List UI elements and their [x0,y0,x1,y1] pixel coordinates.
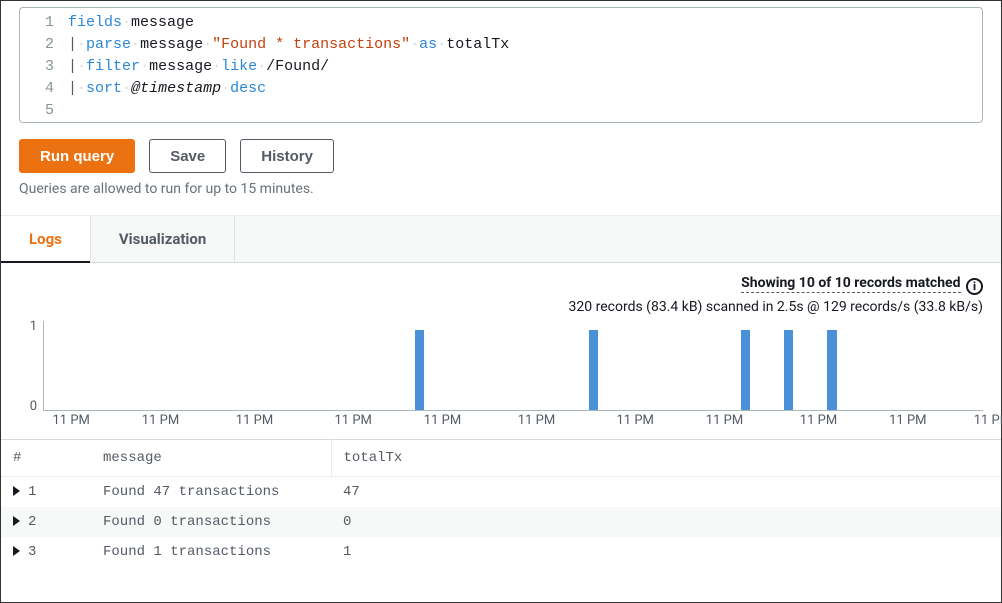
action-bar: Run query Save History [1,123,1001,181]
results-tabs: Logs Visualization [1,215,1001,263]
cell-totaltx: 0 [331,507,1001,537]
cell-message: Found 1 transactions [91,537,331,567]
line-number: 3 [20,56,68,78]
query-editor[interactable]: 1fields·message2|·parse·message·"Found *… [19,7,983,123]
cell-message: Found 47 transactions [91,477,331,508]
info-icon[interactable]: i [966,278,983,295]
row-index: 2 [28,514,36,530]
row-index: 3 [28,544,36,560]
tab-visualization[interactable]: Visualization [91,216,235,262]
x-axis-label: 11 PM [424,413,461,428]
ytick-1: 1 [19,319,37,334]
col-index[interactable]: # [1,440,91,477]
query-hint: Queries are allowed to run for up to 15 … [1,181,1001,215]
histogram-chart: 1 0 11 PM 11 PM 11 PM 11 PM 11 PM 11 PM 11 PM 1… [1,321,1001,439]
col-message[interactable]: message [91,440,331,477]
x-axis-label: 11 PM [334,413,371,428]
code-content[interactable]: |·filter·message·like·/Found/ [68,56,982,78]
expand-icon[interactable] [13,516,20,526]
stats-scanned: 320 records (83.4 kB) scanned in 2.5s @ … [19,299,983,315]
histogram-bar[interactable] [415,330,424,410]
cell-message: Found 0 transactions [91,507,331,537]
table-row[interactable]: 2 Found 0 transactions0 [1,507,1001,537]
history-button[interactable]: History [240,139,334,173]
ytick-0: 0 [19,399,37,414]
line-number: 1 [20,12,68,34]
line-number: 2 [20,34,68,56]
editor-line[interactable]: 1fields·message [20,12,982,34]
editor-line[interactable]: 5 [20,100,982,122]
code-content[interactable]: |·sort·@timestamp·desc [68,78,982,100]
save-button[interactable]: Save [149,139,226,173]
results-stats: Showing 10 of 10 records matched i 320 r… [1,263,1001,321]
stats-matched: Showing 10 of 10 records matched [741,275,960,293]
table-row[interactable]: 3 Found 1 transactions1 [1,537,1001,567]
editor-line[interactable]: 3|·filter·message·like·/Found/ [20,56,982,78]
expand-icon[interactable] [13,486,20,496]
x-axis-label: 11 PM [52,413,89,428]
cell-totaltx: 1 [331,537,1001,567]
x-axis-label: 11 PM [706,413,743,428]
x-axis-label: 11 PM [616,413,653,428]
cell-totaltx: 47 [331,477,1001,508]
tab-logs[interactable]: Logs [1,216,91,262]
expand-icon[interactable] [13,546,20,556]
histogram-bar[interactable] [741,330,750,410]
row-index: 1 [28,484,36,500]
code-content[interactable]: fields·message [68,12,982,34]
histogram-bar[interactable] [589,330,598,410]
col-totaltx[interactable]: totalTx [331,440,1001,477]
line-number: 4 [20,78,68,100]
histogram-bar[interactable] [827,330,836,410]
editor-line[interactable]: 4|·sort·@timestamp·desc [20,78,982,100]
editor-line[interactable]: 2|·parse·message·"Found * transactions"·… [20,34,982,56]
x-axis-label: 11 PM [889,413,926,428]
code-content[interactable]: |·parse·message·"Found * transactions"·a… [68,34,982,56]
x-axis-label: 11 PM [142,413,179,428]
x-axis-label: 11 PM [800,413,837,428]
run-query-button[interactable]: Run query [19,139,135,173]
x-axis-label: 11 PM [236,413,273,428]
x-axis-label: 11 PM [518,413,555,428]
histogram-bar[interactable] [784,330,793,410]
line-number: 5 [20,100,68,122]
table-row[interactable]: 1 Found 47 transactions47 [1,477,1001,508]
x-axis-label: 11 PM [974,413,1002,428]
results-table: # message totalTx 1Found 47 transactions… [1,439,1001,567]
